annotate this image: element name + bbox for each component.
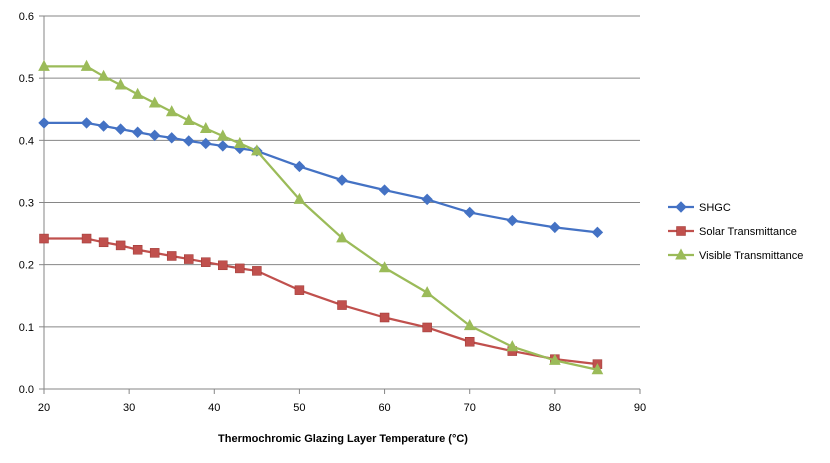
x-tick-label: 50 (293, 402, 305, 414)
data-point-visible-transmittance (591, 363, 604, 375)
data-point-shgc (549, 221, 561, 234)
data-point-solar-transmittance (218, 260, 228, 271)
data-point-visible-transmittance (506, 340, 519, 352)
legend-item-visible-transmittance: Visible Transmittance (668, 248, 803, 262)
y-tick-labels: 0.0 0.1 0.2 0.3 0.4 0.5 0.6 (19, 11, 34, 396)
legend-item-solar-transmittance: Solar Transmittance (668, 226, 797, 238)
data-point-solar-transmittance (98, 237, 109, 248)
legend-swatch-marker (675, 248, 687, 260)
series-group (38, 59, 604, 375)
y-tick-label: 0.3 (19, 198, 34, 210)
legend-label: Solar Transmittance (699, 226, 797, 238)
y-tick-label: 0.5 (19, 73, 34, 85)
axes (39, 15, 641, 394)
legend-item-shgc: SHGC (668, 201, 731, 214)
data-point-shgc (293, 160, 306, 173)
data-point-shgc (378, 184, 391, 196)
data-point-shgc (217, 140, 229, 152)
data-point-visible-transmittance (182, 113, 195, 125)
series-line-shgc (44, 121, 598, 234)
data-point-shgc (506, 214, 518, 227)
legend-swatch-marker (675, 201, 687, 213)
data-point-solar-transmittance (81, 233, 92, 244)
data-point-visible-transmittance (165, 105, 178, 117)
y-tick-label: 0.6 (19, 11, 34, 23)
data-point-shgc (166, 132, 178, 144)
data-point-shgc (183, 135, 195, 147)
data-point-shgc (336, 174, 348, 186)
data-point-solar-transmittance (115, 240, 126, 251)
data-point-solar-transmittance (422, 322, 432, 333)
data-point-solar-transmittance (183, 254, 194, 264)
x-tick-label: 20 (38, 402, 50, 414)
data-point-shgc (464, 206, 476, 219)
data-point-solar-transmittance (201, 257, 211, 267)
x-tick-label: 70 (464, 402, 476, 414)
data-point-solar-transmittance (294, 285, 305, 295)
data-point-solar-transmittance (337, 300, 347, 310)
data-point-visible-transmittance (148, 96, 161, 108)
data-point-solar-transmittance (39, 233, 49, 244)
data-point-solar-transmittance (235, 263, 245, 274)
x-tick-label: 60 (378, 402, 390, 414)
data-point-solar-transmittance (132, 244, 143, 255)
y-tick-label: 0.0 (19, 384, 34, 396)
x-tick-label: 80 (549, 402, 561, 414)
x-axis-title: Thermochromic Glazing Layer Temperature … (218, 433, 468, 445)
data-point-visible-transmittance (463, 319, 476, 331)
series-shgc (38, 117, 604, 239)
data-point-shgc (200, 137, 212, 150)
legend: SHGC Solar Transmittance Visible Transmitt… (668, 201, 803, 262)
series-visible-transmittance (38, 59, 604, 375)
data-point-visible-transmittance (80, 59, 93, 71)
x-tick-label: 30 (123, 402, 135, 414)
y-tick-label: 0.2 (19, 260, 34, 272)
data-point-visible-transmittance (251, 144, 263, 156)
data-point-shgc (80, 117, 93, 129)
data-point-visible-transmittance (114, 78, 127, 90)
data-point-solar-transmittance (252, 266, 262, 276)
x-tick-label: 90 (634, 402, 646, 414)
data-point-visible-transmittance (199, 121, 212, 134)
data-point-solar-transmittance (166, 251, 177, 261)
legend-label: SHGC (699, 202, 731, 214)
data-point-shgc (421, 193, 433, 206)
data-point-visible-transmittance (216, 129, 229, 141)
legend-label: Visible Transmittance (699, 250, 803, 262)
x-tick-label: 40 (208, 402, 220, 414)
gridlines (44, 15, 640, 328)
data-point-visible-transmittance (336, 231, 348, 243)
data-point-visible-transmittance (38, 59, 50, 71)
data-point-shgc (114, 123, 127, 135)
legend-swatch-marker (676, 226, 686, 236)
x-tick-labels: 20 30 40 50 60 70 80 90 (38, 402, 646, 414)
data-point-shgc (38, 117, 50, 129)
data-point-visible-transmittance (97, 69, 110, 81)
data-point-shgc (97, 120, 110, 132)
data-point-visible-transmittance (293, 192, 306, 204)
data-point-visible-transmittance (131, 87, 144, 99)
data-point-visible-transmittance (421, 286, 433, 298)
y-tick-label: 0.1 (19, 322, 34, 334)
data-point-shgc (591, 226, 604, 239)
data-point-solar-transmittance (149, 248, 160, 258)
y-tick-label: 0.4 (19, 135, 34, 147)
data-point-shgc (131, 126, 144, 138)
data-point-solar-transmittance (379, 312, 390, 323)
data-point-visible-transmittance (378, 261, 391, 273)
data-point-solar-transmittance (464, 337, 475, 347)
data-point-visible-transmittance (234, 136, 246, 148)
data-point-shgc (148, 129, 161, 142)
data-point-visible-transmittance (549, 353, 561, 365)
